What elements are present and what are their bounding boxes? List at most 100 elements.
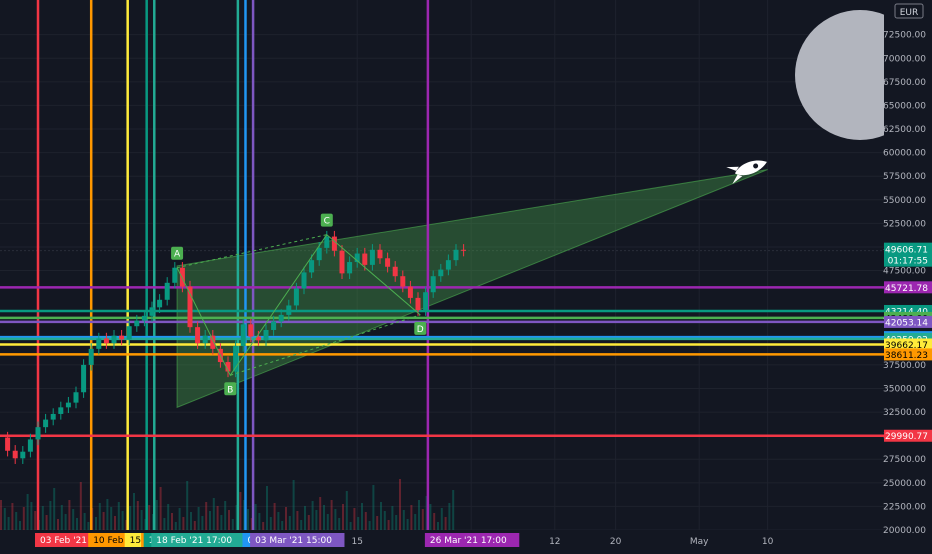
vertical-line-date-tag[interactable] [424, 533, 520, 547]
candle-body [369, 249, 375, 265]
time-tick-label: May [690, 537, 709, 547]
volume-bar [357, 517, 360, 530]
candle-body [263, 329, 269, 341]
time-tick-label: 12 [549, 537, 560, 547]
price-tick-label: 67500.00 [883, 78, 926, 88]
level-price-tag-label: 38611.23 [885, 351, 928, 361]
volume-bar [163, 518, 166, 530]
price-tick-label: 22500.00 [883, 502, 926, 512]
horizontal-levels[interactable] [0, 286, 884, 437]
level-price-tag[interactable] [884, 429, 932, 442]
volume-bar [117, 502, 120, 530]
volume-bar [7, 517, 10, 530]
candle-body [149, 307, 155, 316]
abcd-pattern[interactable]: A B C D [171, 213, 427, 396]
vertical-line-date-tag[interactable] [124, 533, 142, 547]
candle-body [210, 335, 216, 349]
vertical-line-date-tag[interactable] [250, 533, 345, 547]
candle-body [157, 299, 163, 308]
candle-body [20, 451, 26, 459]
volume-bar [380, 502, 382, 530]
candle-body [377, 249, 383, 259]
volume-bar [15, 512, 18, 530]
volume-bar [129, 506, 132, 530]
volume-bar [281, 521, 284, 530]
candle-body [301, 272, 307, 289]
price-tick-label: 35000.00 [883, 384, 926, 394]
pattern-line[interactable] [176, 233, 421, 377]
volume-bar [3, 508, 6, 530]
volume-bar [414, 514, 417, 530]
level-price-tag[interactable] [884, 315, 932, 328]
volume-bar [121, 511, 124, 530]
pattern-point-b-badge[interactable] [224, 382, 237, 396]
pattern-point-c-badge[interactable] [320, 213, 333, 227]
volume-bar [353, 508, 356, 530]
volume-bar [0, 500, 2, 530]
vertical-line-date-label: 18 Feb '21 17:00 [156, 536, 232, 546]
volume-bar [258, 513, 261, 530]
volume-bar [421, 509, 424, 530]
level-price-tag[interactable] [884, 348, 932, 361]
candle-body [141, 315, 147, 321]
pattern-point-b-label: B [227, 385, 233, 395]
candle-body [445, 260, 451, 270]
vertical-line-date-tag[interactable] [151, 533, 246, 547]
price-tick-label: 57500.00 [883, 172, 926, 182]
price-tick-label: 32500.00 [883, 408, 926, 418]
volume-bar [228, 510, 230, 530]
volume-bar [437, 522, 439, 530]
candle-body [65, 402, 71, 408]
last-price-tag[interactable] [884, 242, 932, 267]
level-price-tag-label: 29990.77 [885, 432, 928, 442]
volume-bar [395, 515, 398, 530]
candle-body [88, 348, 94, 365]
candle-body [195, 327, 201, 344]
candle-body [119, 335, 125, 340]
volume-bar [444, 517, 447, 530]
volume-bar [376, 516, 379, 530]
price-tick-label: 65000.00 [883, 101, 926, 111]
volume-bar [433, 513, 436, 530]
candle-body [438, 269, 444, 277]
volume-bar [326, 514, 329, 530]
volume-bar [140, 510, 143, 530]
pattern-point-a-badge[interactable] [171, 246, 184, 260]
candle-body [392, 266, 398, 277]
volume-bar [452, 490, 455, 530]
candle-body [187, 286, 193, 328]
level-price-tag[interactable] [884, 338, 932, 351]
volume-bar [243, 500, 246, 530]
candle-body [255, 336, 261, 341]
price-axis[interactable] [884, 0, 932, 550]
volume-bar [49, 501, 52, 530]
price-tick-label: 27500.00 [883, 455, 926, 465]
level-price-tag[interactable] [884, 281, 932, 294]
pattern-point-c-label: C [324, 217, 330, 227]
volume-bar [239, 492, 242, 530]
candle-body [423, 292, 429, 311]
rocket-icon [726, 160, 767, 184]
volume-bar [155, 500, 158, 530]
price-tick-label: 37500.00 [883, 361, 926, 371]
price-tick-label: 55000.00 [883, 196, 926, 206]
volume-bar [41, 506, 44, 530]
vertical-line-date-tag[interactable] [35, 533, 93, 547]
vertical-line-date-label: 10 Feb '21 [93, 536, 140, 546]
vertical-line-date-label: 03 Feb '21 [40, 536, 87, 546]
volume-bar [399, 479, 401, 530]
pattern-point-d-badge[interactable] [414, 321, 427, 335]
volume-bar [235, 505, 238, 530]
candle-body [339, 250, 345, 274]
volume-bar [193, 521, 196, 530]
currency-badge[interactable]: EUR [894, 3, 924, 19]
candle-body [354, 253, 360, 263]
candle-body [453, 249, 459, 261]
volume-bar [178, 508, 181, 530]
time-tick-label: 20 [610, 537, 622, 547]
volume-bar [83, 513, 86, 530]
volume-bar [288, 516, 291, 530]
volume-bar [79, 482, 82, 530]
